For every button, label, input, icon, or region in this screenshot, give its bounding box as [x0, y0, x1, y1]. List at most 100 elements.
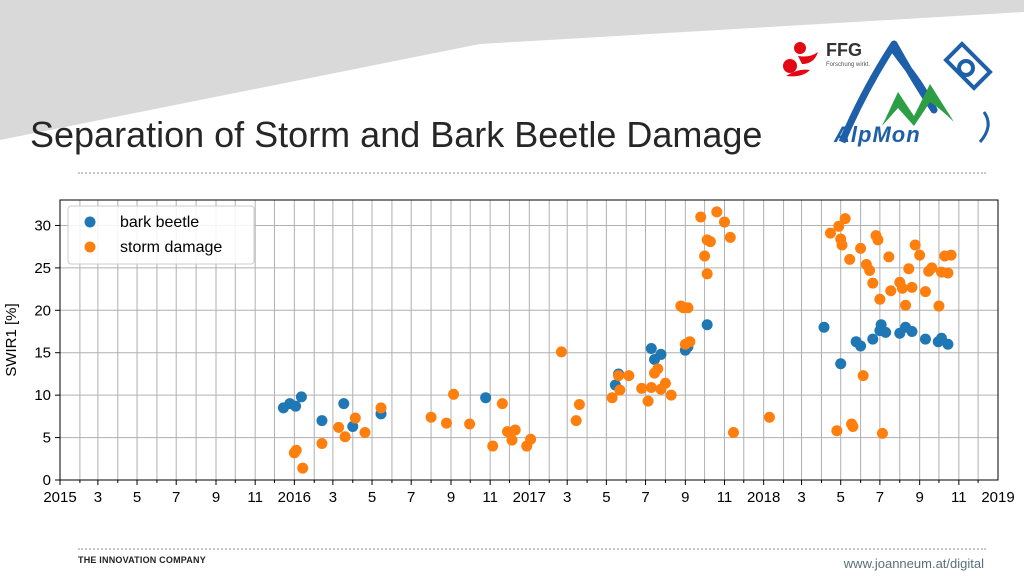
legend-marker: [84, 216, 96, 228]
data-point: [659, 377, 671, 389]
x-tick-label: 7: [876, 489, 884, 506]
data-point: [711, 206, 723, 218]
data-point: [926, 262, 938, 274]
x-tick-label: 2017: [513, 489, 546, 506]
data-point: [914, 249, 926, 261]
x-tick-label: 11: [951, 489, 967, 506]
data-point: [831, 425, 843, 437]
y-tick-label: 0: [43, 472, 51, 489]
data-point: [349, 412, 361, 424]
data-point: [425, 411, 437, 423]
data-point: [448, 388, 460, 400]
data-point: [290, 444, 302, 456]
x-tick-label: 9: [212, 489, 220, 506]
footer-url[interactable]: www.joanneum.at/digital: [843, 556, 984, 571]
data-point: [339, 431, 351, 443]
y-tick-label: 25: [34, 260, 51, 277]
x-tick-label: 3: [94, 489, 102, 506]
data-point: [496, 398, 508, 410]
data-point: [835, 358, 847, 370]
data-point: [763, 411, 775, 423]
data-point: [642, 395, 654, 407]
data-point: [701, 268, 713, 280]
data-point: [525, 433, 537, 445]
data-point: [290, 400, 302, 412]
data-point: [316, 438, 328, 450]
data-point: [701, 319, 713, 331]
x-tick-label: 2015: [43, 489, 76, 506]
data-point: [655, 348, 667, 360]
data-point: [606, 392, 618, 404]
data-point: [872, 234, 884, 246]
data-point: [555, 346, 567, 358]
data-point: [570, 415, 582, 427]
data-point: [724, 231, 736, 243]
x-tick-label: 5: [133, 489, 141, 506]
data-point: [839, 213, 851, 225]
x-tick-label: 11: [247, 489, 263, 506]
data-point: [613, 370, 625, 382]
data-point: [297, 462, 309, 474]
data-point: [684, 336, 696, 348]
data-point: [506, 434, 518, 446]
x-tick-label: 5: [837, 489, 845, 506]
data-point: [903, 263, 915, 275]
ffg-tagline: Forschung wirkt.: [826, 62, 871, 68]
data-point: [874, 293, 886, 305]
data-point: [818, 321, 830, 333]
x-tick-label: 2016: [278, 489, 311, 506]
x-tick-label: 2019: [981, 489, 1014, 506]
data-point: [704, 236, 716, 248]
data-point: [867, 277, 879, 289]
data-point: [347, 421, 359, 433]
series-storm-damage: [288, 206, 957, 474]
data-point: [847, 421, 859, 433]
ffg-logo: FFG Forschung wirkt.: [780, 40, 880, 80]
data-point: [359, 426, 371, 438]
ffg-name: FFG: [826, 40, 862, 60]
x-tick-label: 7: [641, 489, 649, 506]
data-point: [652, 363, 664, 375]
legend-box: [67, 205, 255, 265]
data-point: [919, 333, 931, 345]
data-point: [573, 398, 585, 410]
title-divider: [78, 172, 986, 174]
x-tick-label: 7: [407, 489, 415, 506]
x-tick-label: 9: [681, 489, 689, 506]
footer-company: THE INNOVATION COMPANY: [78, 555, 206, 565]
data-point: [718, 216, 730, 228]
data-point: [909, 239, 921, 251]
alpmon-name: AlpMon: [834, 122, 921, 147]
y-tick-label: 10: [34, 387, 51, 404]
ffg-logo-mark: [783, 42, 818, 77]
data-point: [480, 392, 492, 404]
data-point: [864, 264, 876, 276]
data-point: [867, 333, 879, 345]
data-point: [855, 340, 867, 352]
x-tick-label: 9: [447, 489, 455, 506]
data-point: [375, 402, 387, 414]
legend-marker: [84, 241, 96, 253]
data-point: [487, 440, 499, 452]
data-point: [699, 250, 711, 262]
data-point: [880, 326, 892, 338]
data-point: [824, 227, 836, 239]
data-point: [836, 239, 848, 251]
x-tick-label: 3: [329, 489, 337, 506]
data-point: [727, 426, 739, 438]
slide-title: Separation of Storm and Bark Beetle Dama…: [30, 114, 763, 155]
data-point: [623, 370, 635, 382]
data-point: [844, 253, 856, 265]
x-tick-label: 3: [563, 489, 571, 506]
alpmon-mountain-icon: [838, 40, 993, 144]
data-point: [900, 299, 912, 311]
x-tick-label: 5: [602, 489, 610, 506]
data-point: [919, 286, 931, 298]
y-tick-label: 5: [43, 430, 51, 447]
data-point: [906, 281, 918, 293]
data-point: [857, 370, 869, 382]
data-point: [645, 382, 657, 394]
y-axis-label: SWIR1 [%]: [3, 303, 20, 376]
y-tick-label: 30: [34, 217, 51, 234]
data-point: [645, 342, 657, 354]
